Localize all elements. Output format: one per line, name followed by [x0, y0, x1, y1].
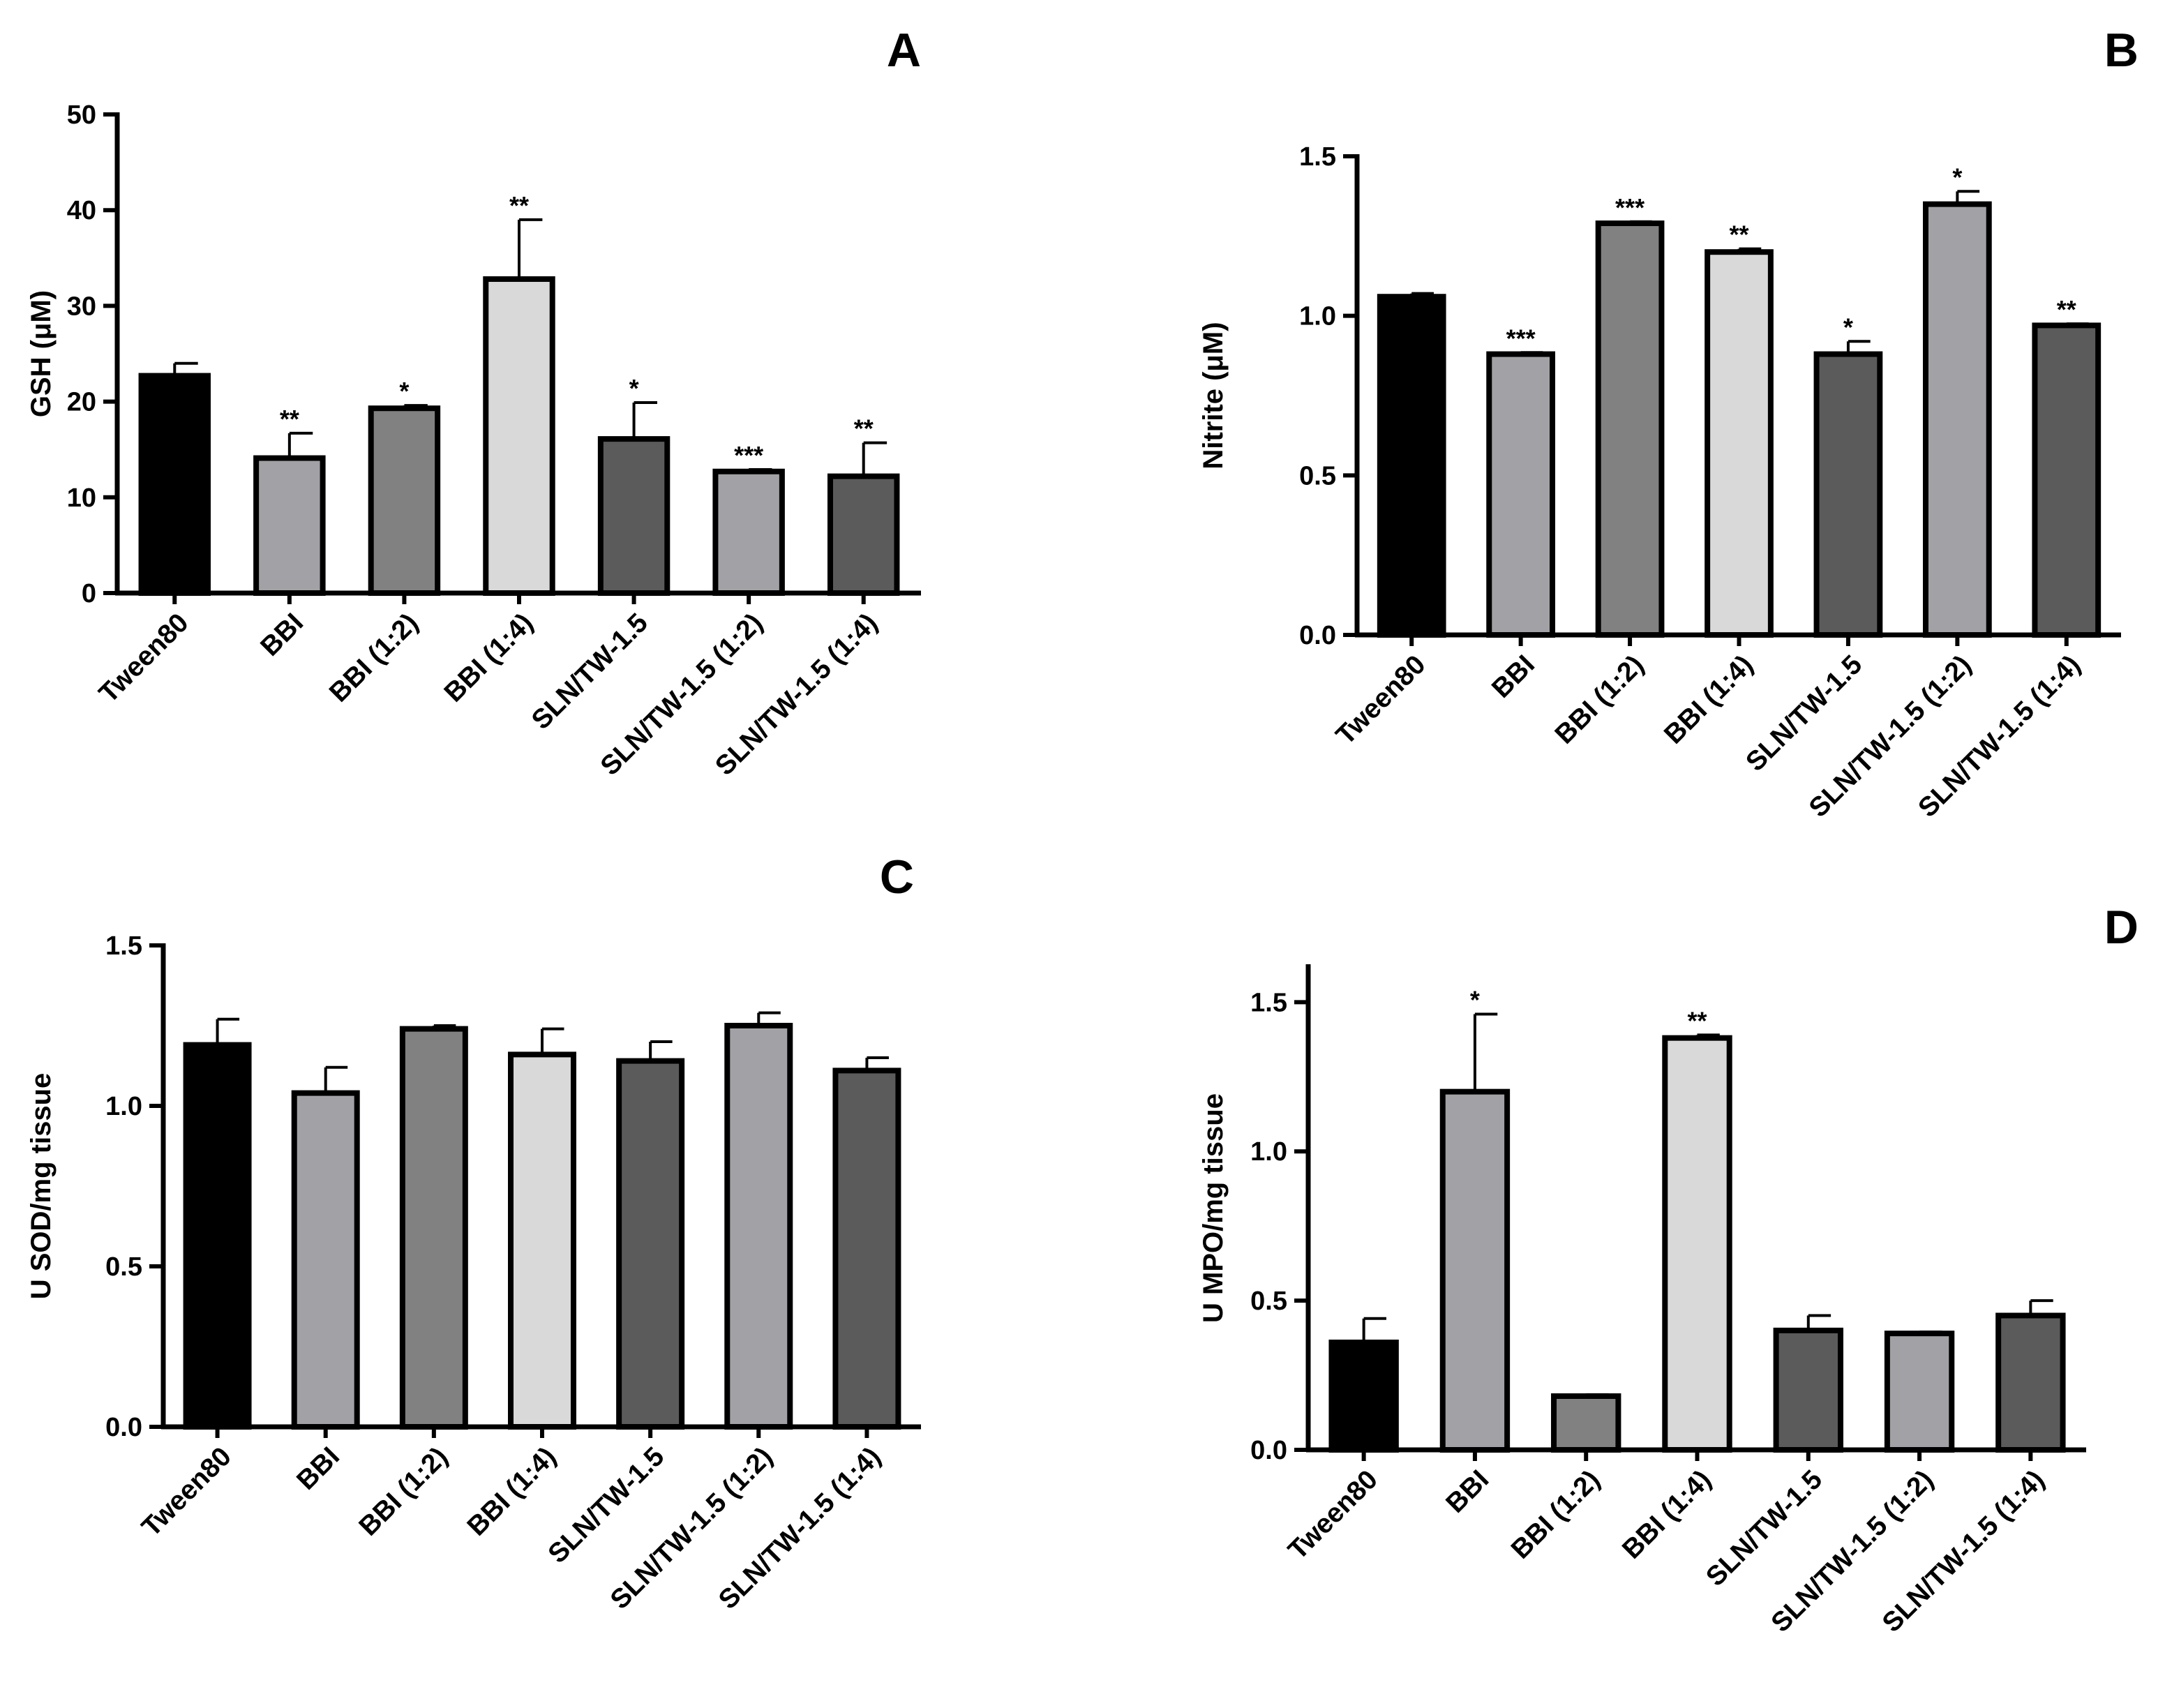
panel-b-bar-bbi: [1486, 351, 1556, 638]
panel-d-bar-sln-tw-1-5-1-2: [1884, 1331, 1955, 1453]
panel-a-category-label-sln-tw-1-5: SLN/TW-1.5: [526, 608, 654, 735]
panel-a-y-tick-label: 30: [67, 292, 96, 321]
panel-a-significance-sln-tw-1-5: *: [629, 374, 639, 403]
panel-d-y-tick-label: 0.0: [1250, 1436, 1287, 1465]
panel-d: D U MPO/mg tissue Tween80 * BBI BBI (1:2) ** BB…: [1198, 901, 2138, 1638]
panel-d-bar-tween80: [1328, 1340, 1399, 1453]
panel-b-significance-bbi-1-4: **: [1729, 220, 1748, 249]
panel-a-bar-bbi-1-2: [368, 405, 441, 596]
panel-a-y-tick-label: 40: [67, 196, 96, 225]
panel-b-significance-sln-tw-1-5-1-4: **: [2057, 295, 2076, 324]
panel-a-letter: A: [887, 24, 921, 77]
panel-b-bar-tween80: [1377, 294, 1446, 638]
panel-a-bar-tween80: [138, 373, 211, 597]
panel-a-bar-bbi-1-4: [483, 276, 555, 596]
panel-b-significance-sln-tw-1-5: *: [1843, 313, 1853, 341]
panel-c-y-axis-title: U SOD/mg tissue: [26, 1073, 57, 1300]
panel-c-letter: C: [880, 851, 914, 904]
panel-c: C U SOD/mg tissue Tween80 BBI BBI (1:2) BBI (…: [26, 851, 921, 1615]
panel-b-bar-bbi-1-2: [1595, 220, 1665, 638]
panel-a-category-label-bbi-1-2: BBI (1:2): [324, 608, 424, 708]
panel-b-letter: B: [2104, 24, 2138, 77]
panel-a-y-axis-title: GSH (μM): [26, 290, 57, 417]
panel-d-bar-bbi: [1439, 1088, 1511, 1453]
panel-b-bar-sln-tw-1-5-1-2: [1922, 201, 1992, 638]
panel-c-bar-bbi-1-2: [399, 1026, 468, 1430]
panel-b-bar-sln-tw-1-5: [1813, 351, 1883, 638]
panel-a-category-label-bbi-1-4: BBI (1:4): [439, 608, 539, 708]
panel-d-category-label-bbi: BBI: [1440, 1464, 1494, 1519]
panel-b-y-tick-label: 0.5: [1299, 461, 1336, 490]
panel-c-category-label-bbi-1-4: BBI (1:4): [462, 1441, 562, 1542]
panel-a-y-tick-label: 0: [82, 579, 96, 608]
panel-a: A GSH (μM) Tween80 ** BBI * BBI (1:2) ** BBI (1:…: [26, 24, 921, 781]
panel-b-significance-bbi-1-2: ***: [1615, 193, 1645, 222]
panel-d-letter: D: [2104, 901, 2138, 954]
panel-c-y-tick-label: 0.0: [105, 1413, 142, 1442]
panel-a-bar-sln-tw-1-5: [597, 436, 671, 596]
panel-c-bar-sln-tw-1-5-1-4: [832, 1068, 901, 1430]
panel-d-bar-sln-tw-1-5: [1773, 1327, 1843, 1453]
panel-b-category-label-bbi-1-2: BBI (1:2): [1550, 650, 1650, 750]
panel-d-y-axis-title: U MPO/mg tissue: [1198, 1093, 1229, 1323]
panel-b-category-label-bbi-1-4: BBI (1:4): [1658, 650, 1759, 750]
panel-c-y-tick-label: 1.5: [105, 931, 142, 961]
panel-c-bar-bbi: [291, 1090, 360, 1430]
panel-b-significance-sln-tw-1-5-1-2: *: [1952, 163, 1962, 191]
panel-c-y-tick-label: 1.0: [105, 1092, 142, 1121]
panel-a-bar-sln-tw-1-5-1-2: [712, 468, 785, 596]
panel-a-significance-bbi: **: [280, 405, 299, 433]
panel-d-bar-bbi-1-4: [1662, 1035, 1732, 1453]
panel-c-category-label-tween80: Tween80: [136, 1441, 237, 1543]
panel-b-category-label-bbi: BBI: [1486, 650, 1541, 704]
panel-d-bar-bbi-1-2: [1551, 1393, 1621, 1453]
panel-b-y-tick-label: 1.0: [1299, 302, 1336, 331]
panel-a-bar-sln-tw-1-5-1-4: [827, 473, 900, 597]
panel-a-bar-bbi: [253, 455, 326, 596]
panel-d-category-label-bbi-1-4: BBI (1:4): [1617, 1464, 1717, 1565]
panel-a-significance-sln-tw-1-5-1-4: **: [854, 414, 874, 443]
panel-a-significance-sln-tw-1-5-1-2: ***: [734, 441, 763, 470]
panel-d-category-label-tween80: Tween80: [1282, 1464, 1384, 1566]
panel-b-significance-bbi: ***: [1506, 324, 1536, 352]
panel-b-bar-bbi-1-4: [1705, 249, 1774, 638]
panel-a-y-tick-label: 10: [67, 484, 96, 513]
panel-d-significance-bbi: *: [1470, 985, 1480, 1014]
panel-b-category-label-tween80: Tween80: [1331, 650, 1432, 751]
panel-a-y-tick-label: 20: [67, 388, 96, 417]
panel-c-bar-bbi-1-4: [508, 1051, 576, 1430]
panel-d-bar-sln-tw-1-5-1-4: [1995, 1312, 2066, 1453]
panel-a-category-label-tween80: Tween80: [93, 608, 195, 709]
panel-c-category-label-bbi: BBI: [291, 1441, 345, 1496]
panel-a-significance-bbi-1-2: *: [399, 377, 409, 405]
panel-d-significance-bbi-1-4: **: [1687, 1006, 1707, 1035]
panel-d-y-tick-label: 1.5: [1250, 988, 1287, 1017]
panel-a-y-tick-label: 50: [67, 100, 96, 130]
panel-c-category-label-bbi-1-2: BBI (1:2): [353, 1441, 454, 1542]
panel-c-bar-tween80: [183, 1042, 252, 1430]
panel-d-category-label-bbi-1-2: BBI (1:2): [1506, 1464, 1606, 1565]
panel-c-bar-sln-tw-1-5-1-2: [724, 1023, 793, 1430]
panel-b-bar-sln-tw-1-5-1-4: [2032, 322, 2102, 638]
panel-b-y-tick-label: 0.0: [1299, 621, 1336, 650]
panel-d-y-tick-label: 0.5: [1250, 1287, 1287, 1316]
panel-a-category-label-bbi: BBI: [255, 608, 309, 662]
panel-c-y-tick-label: 0.5: [105, 1252, 142, 1282]
panel-b-y-axis-title: Nitrite (μM): [1198, 322, 1229, 469]
panel-b-y-tick-label: 1.5: [1299, 142, 1336, 172]
panel-a-significance-bbi-1-4: **: [509, 191, 529, 220]
panel-d-y-tick-label: 1.0: [1250, 1137, 1287, 1167]
panel-c-bar-sln-tw-1-5: [616, 1058, 685, 1430]
